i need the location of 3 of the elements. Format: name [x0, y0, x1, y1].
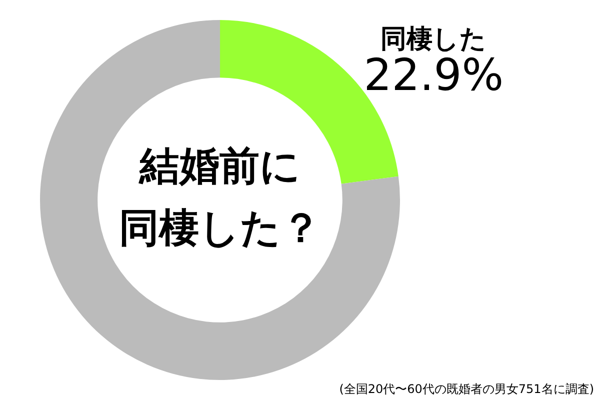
- text: (全国20代〜60代の既婚者の男女751名に調査): [339, 382, 594, 396]
- slice-label: 同棲した: [380, 24, 487, 54]
- text: 結婚前に同棲した？: [119, 143, 321, 252]
